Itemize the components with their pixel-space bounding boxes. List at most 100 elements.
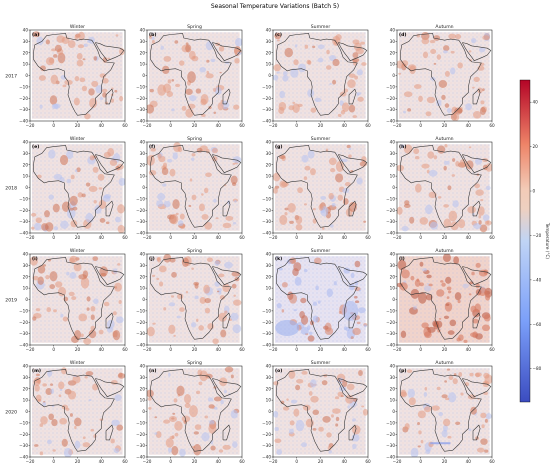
temperature-cell: [76, 53, 83, 60]
colorbar-gradient: [519, 79, 531, 403]
y-tick-label: 10: [266, 286, 272, 291]
x-tick-label: 40: [99, 123, 105, 128]
temperature-cell: [312, 428, 317, 431]
temperature-cell: [204, 221, 213, 230]
temperature-cell: [185, 44, 192, 53]
temperature-cell: [177, 293, 184, 300]
temperature-cell: [213, 406, 218, 410]
temperature-cell: [290, 68, 299, 78]
y-tick-label: −40: [386, 343, 395, 348]
x-tick-label: 20: [192, 347, 198, 352]
temperature-cell: [463, 339, 468, 344]
temperature-cell: [442, 418, 451, 427]
temperature-cell: [321, 380, 328, 386]
temperature-cell: [150, 147, 157, 152]
temperature-cell: [312, 315, 319, 323]
temperature-cell: [197, 369, 203, 377]
temperature-cell: [482, 88, 485, 92]
y-tick-label: 10: [140, 286, 146, 291]
temperature-cell: [176, 385, 185, 397]
temperature-cell: [407, 108, 412, 112]
x-tick-label: 0: [295, 235, 298, 240]
temperature-cell: [110, 438, 115, 444]
x-tick-label: 0: [419, 459, 422, 464]
season-title: Autumn: [435, 136, 453, 142]
panel-summer-2018: −20 0 20 40 60 −40 −30 −20 −10 0 10 20 30 40 Summer (g): [262, 136, 371, 240]
temperature-cell: [118, 177, 125, 186]
coastline-madagascar: [222, 312, 231, 329]
temperature-cell: [409, 216, 415, 224]
coastline-africa: [400, 145, 482, 228]
temperature-cell: [184, 393, 192, 404]
temperature-cell: [117, 373, 125, 379]
season-title: Summer: [311, 136, 331, 142]
y-tick-label: 30: [266, 151, 272, 156]
temperature-cell: [294, 44, 298, 48]
temperature-cell: [45, 274, 50, 280]
temperature-cell: [448, 392, 457, 403]
temperature-cell: [341, 102, 350, 113]
temperature-cell: [443, 50, 448, 54]
temperature-cell: [151, 274, 156, 277]
temperature-cell: [194, 295, 199, 300]
temperature-cell: [213, 87, 217, 92]
temperature-cell: [295, 224, 303, 231]
temperature-cell: [189, 405, 198, 418]
temperature-cell: [326, 288, 333, 297]
heatmap-field: [397, 254, 492, 344]
temperature-cell: [185, 88, 193, 95]
y-tick-label: 10: [390, 174, 396, 179]
y-tick-label: −20: [262, 432, 271, 437]
x-tick-label: −20: [269, 235, 278, 240]
x-tick-label: 0: [419, 235, 422, 240]
temperature-cell: [485, 185, 491, 191]
temperature-cell: [172, 152, 178, 160]
temperature-cell: [430, 48, 437, 55]
temperature-cell: [448, 210, 458, 222]
temperature-cell: [179, 448, 186, 457]
y-tick-label: −30: [19, 107, 28, 112]
temperature-cell: [201, 214, 209, 220]
temperature-cell: [80, 276, 90, 289]
y-tick-label: 0: [142, 73, 145, 78]
heatmap-field: [273, 368, 368, 455]
y-tick-label: −10: [136, 420, 145, 425]
y-tick-label: −40: [386, 119, 395, 124]
temperature-cell: [83, 43, 88, 47]
temperature-cell: [49, 271, 58, 282]
y-tick-label: 30: [23, 151, 29, 156]
temperature-cell: [213, 396, 222, 402]
temperature-cell: [117, 224, 125, 233]
temperature-cell: [41, 223, 49, 231]
temperature-cell: [233, 294, 236, 297]
temperature-cell: [423, 406, 432, 413]
y-tick-label: 0: [268, 73, 271, 78]
temperature-cell: [361, 156, 367, 163]
y-tick-label: 0: [25, 409, 28, 414]
temperature-cell: [53, 103, 61, 109]
temperature-cell: [332, 79, 337, 85]
temperature-cell: [174, 40, 179, 44]
temperature-cell: [37, 276, 44, 285]
x-tick-label: 40: [342, 459, 348, 464]
x-tick-label: 20: [318, 123, 324, 128]
panel-label: (j): [149, 256, 155, 262]
temperature-cell: [224, 366, 234, 373]
heatmap-field: [147, 32, 242, 119]
temperature-cell: [475, 189, 484, 196]
temperature-cell: [348, 73, 356, 78]
temperature-cell: [157, 153, 162, 159]
y-tick-label: −10: [19, 420, 28, 425]
temperature-cell: [72, 206, 78, 211]
panel-label: (p): [399, 368, 407, 374]
temperature-cell: [454, 33, 462, 40]
temperature-cell: [69, 195, 78, 206]
coastline-madagascar: [105, 88, 114, 105]
temperature-cell: [406, 369, 413, 374]
temperature-cell: [39, 451, 44, 456]
temperature-cell: [444, 380, 447, 383]
temperature-cell: [432, 320, 439, 327]
coastline-africa: [33, 145, 115, 228]
y-tick-label: −10: [19, 308, 28, 313]
x-tick-label: −20: [26, 123, 35, 128]
